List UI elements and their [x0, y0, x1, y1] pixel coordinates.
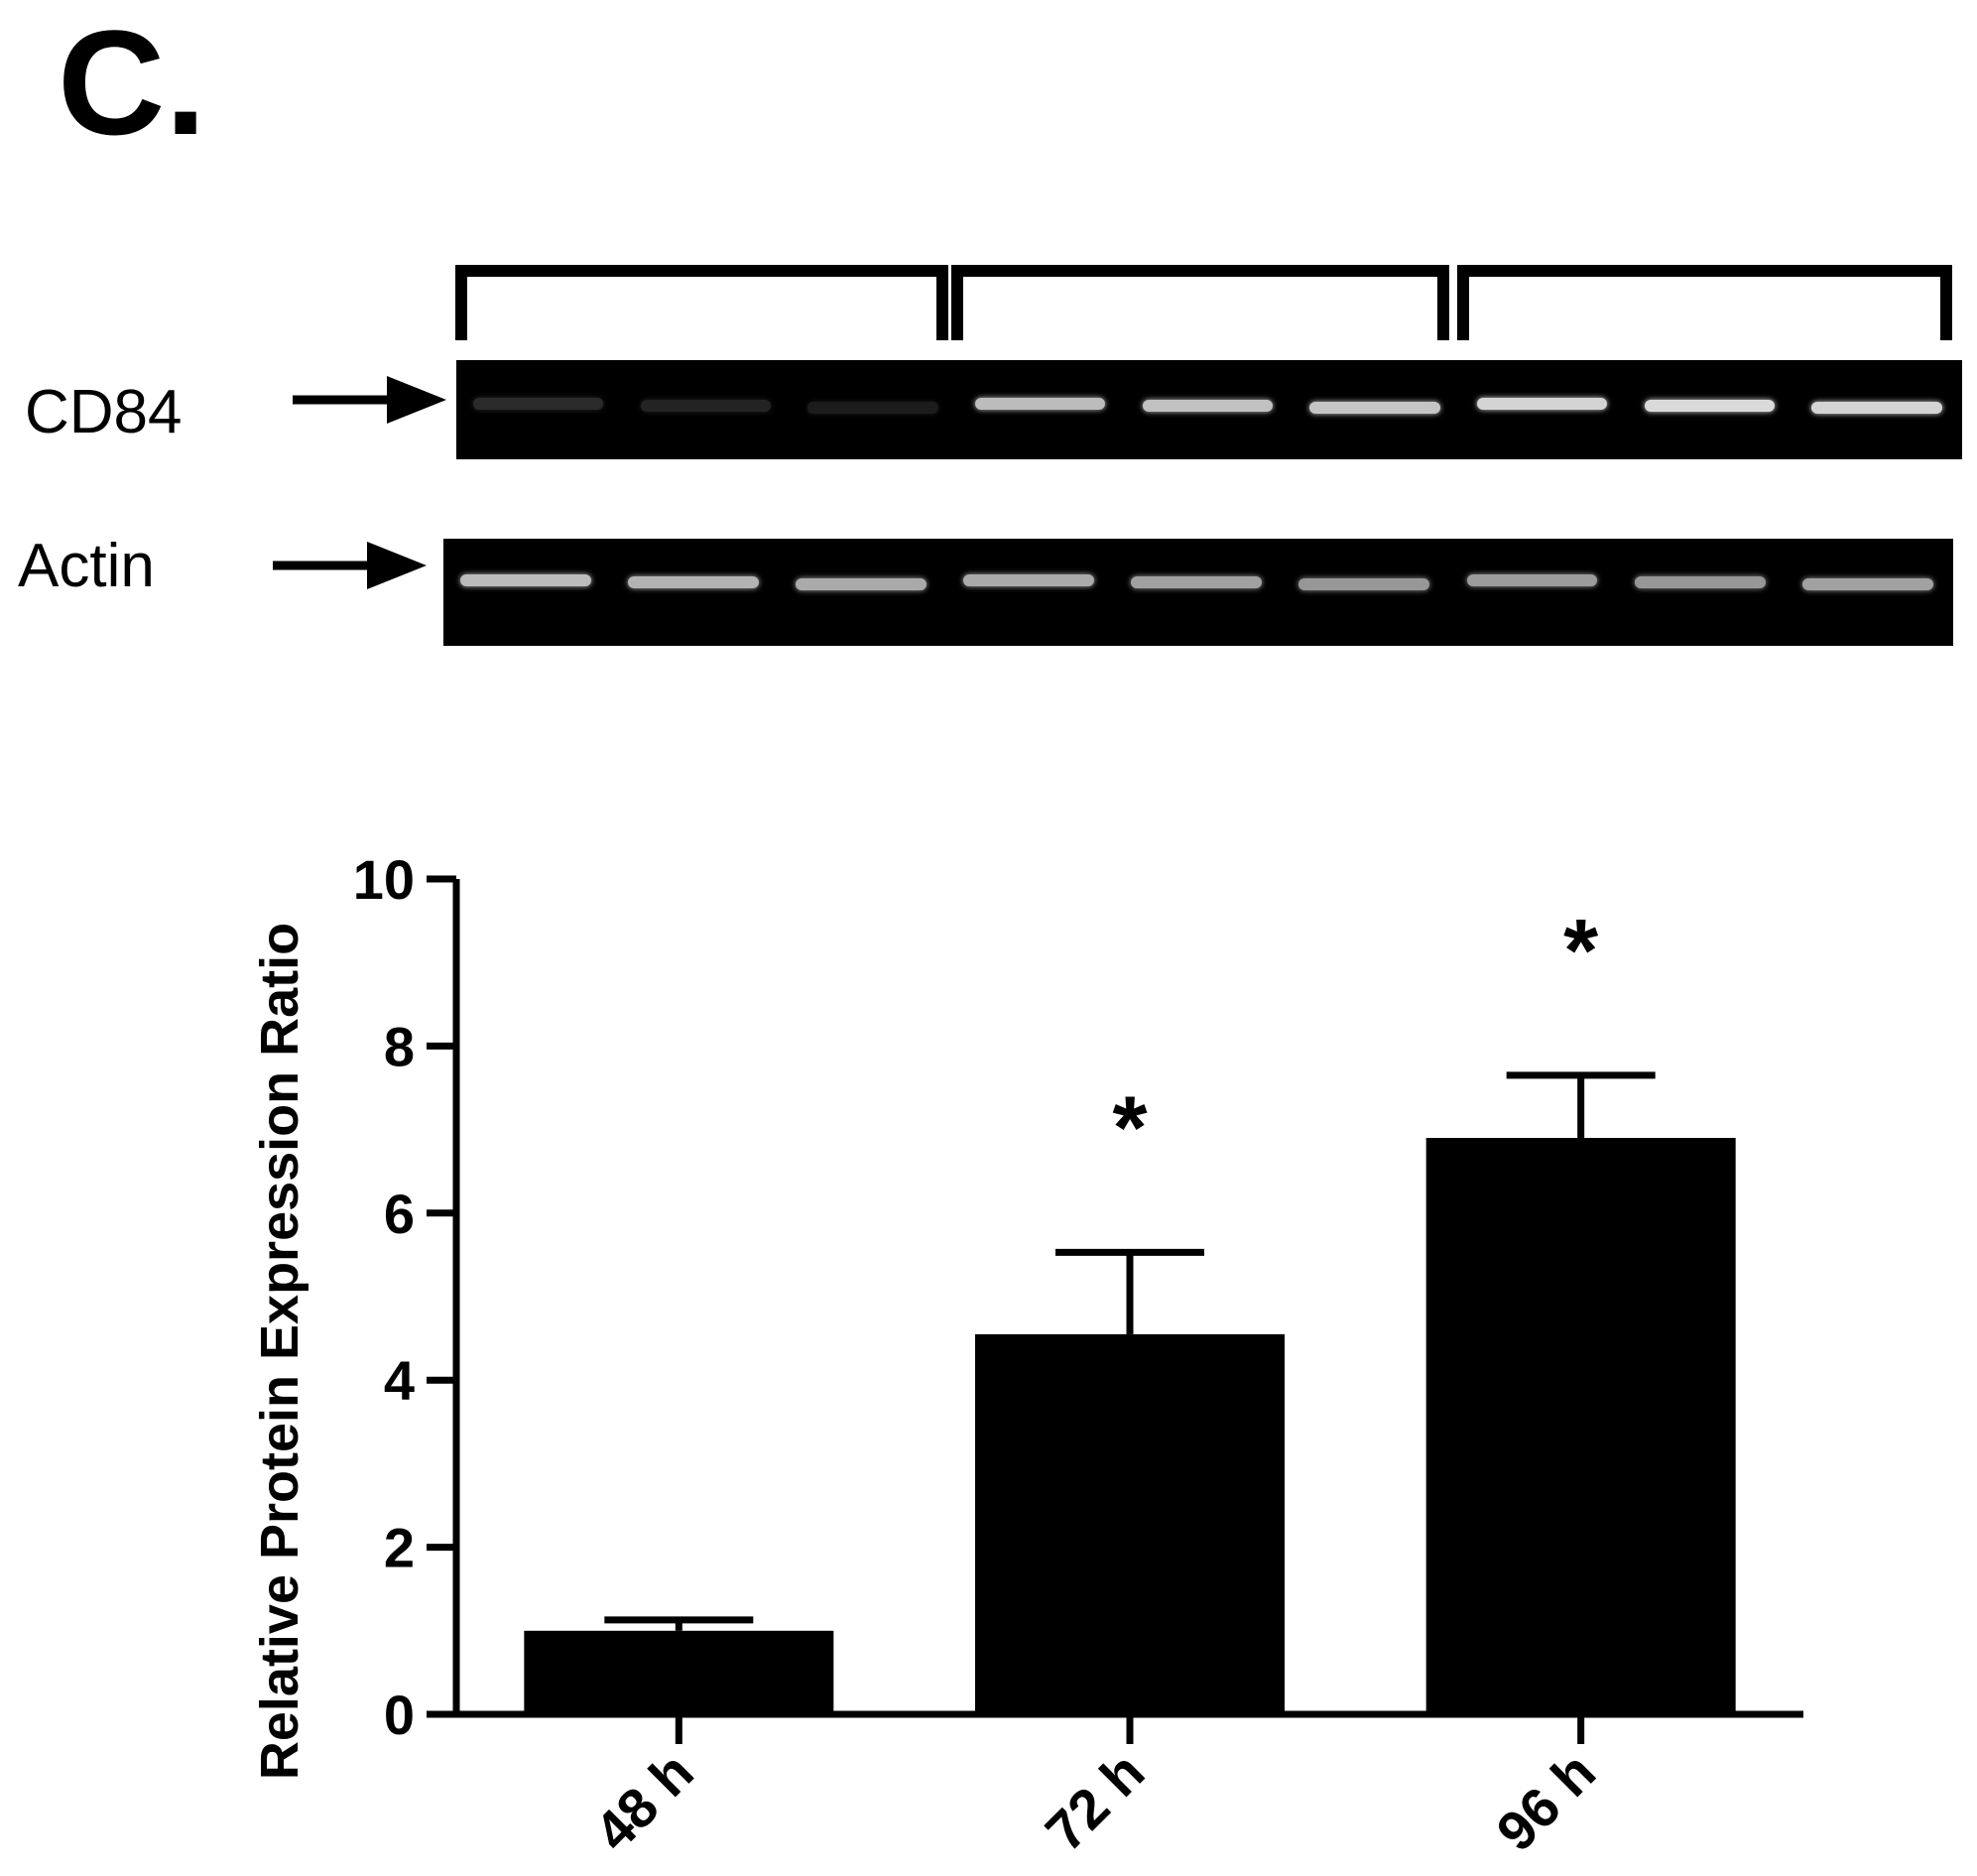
- x-tick-label: 72 h: [1034, 1740, 1157, 1863]
- blot-band: [1309, 402, 1440, 414]
- panel-label: C.: [58, 0, 206, 166]
- blot-band: [1801, 578, 1933, 590]
- blot-band: [640, 400, 772, 412]
- blot-band: [472, 398, 604, 410]
- y-tick-label: 10: [353, 848, 415, 911]
- blot-strip-cd84: [456, 360, 1962, 459]
- blot-band: [1634, 576, 1766, 588]
- y-axis-label: Relative Protein Expression Ratio: [250, 923, 309, 1780]
- blot-band: [1131, 576, 1263, 588]
- significance-marker: *: [1112, 1078, 1147, 1178]
- bar: [524, 1630, 834, 1714]
- lane-bracket-3: [1457, 265, 1952, 340]
- blot-band: [628, 576, 759, 588]
- y-tick-label: 2: [384, 1517, 415, 1579]
- y-tick-label: 4: [384, 1349, 415, 1412]
- lane-bracket-1: [455, 265, 948, 340]
- blot-band: [1476, 398, 1608, 410]
- blot-strip-actin: [443, 539, 1953, 646]
- lane-brackets: [455, 265, 1952, 340]
- lane-bracket-2: [951, 265, 1449, 340]
- blot-band: [963, 574, 1095, 586]
- significance-marker: *: [1563, 902, 1598, 1001]
- bar-chart: Relative Protein Expression Ratio 0 2 4 6 8 1…: [250, 848, 1803, 1863]
- y-tick-label: 6: [384, 1183, 415, 1245]
- bar: [975, 1333, 1285, 1714]
- y-ticks: 0 2 4 6 8 10: [353, 848, 456, 1746]
- y-axis-label-group: Relative Protein Expression Ratio: [250, 923, 309, 1780]
- blot-band: [1811, 402, 1942, 414]
- blot-label-actin: Actin: [18, 532, 155, 600]
- bar: [1425, 1138, 1736, 1714]
- blot-band: [796, 578, 927, 590]
- bars: **: [524, 902, 1736, 1714]
- blot-band: [1644, 400, 1776, 412]
- blot-band: [1466, 574, 1598, 586]
- blot-band: [459, 574, 591, 586]
- x-ticks: 48 h 72 h 96 h: [582, 1714, 1607, 1863]
- blot-band: [807, 402, 938, 414]
- y-tick-label: 0: [384, 1684, 415, 1746]
- x-tick-label: 96 h: [1484, 1740, 1607, 1863]
- arrow-right-icon: [293, 376, 446, 424]
- blot-band: [974, 398, 1106, 410]
- blot-band: [1142, 400, 1274, 412]
- arrow-right-icon: [273, 542, 427, 589]
- x-tick-label: 48 h: [582, 1740, 705, 1863]
- blot-band: [1298, 578, 1430, 590]
- y-tick-label: 8: [384, 1015, 415, 1077]
- blot-label-cd84: CD84: [25, 378, 183, 446]
